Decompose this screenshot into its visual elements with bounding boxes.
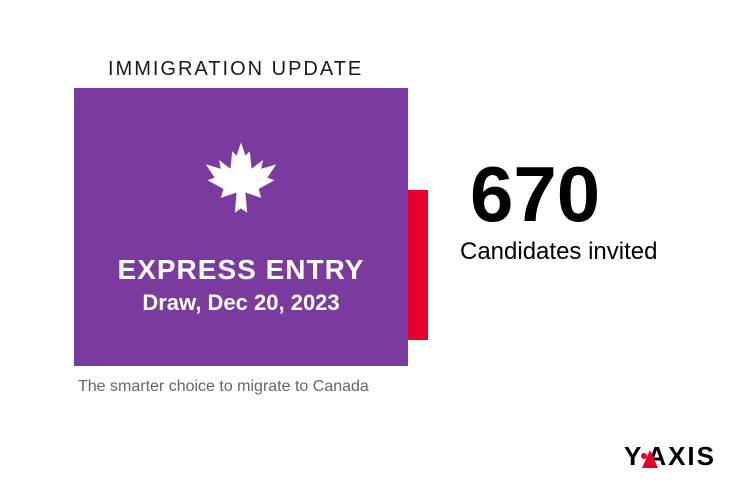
- header-title: IMMIGRATION UPDATE: [108, 58, 363, 81]
- maple-leaf-icon: [197, 138, 285, 226]
- brand-logo: Y AXIS: [624, 441, 716, 472]
- card-subtitle: Draw, Dec 20, 2023: [142, 290, 339, 316]
- express-entry-card: EXPRESS ENTRY Draw, Dec 20, 2023: [74, 88, 408, 366]
- card-title: EXPRESS ENTRY: [118, 254, 365, 286]
- tagline-text: The smarter choice to migrate to Canada: [78, 378, 369, 396]
- infographic-container: IMMIGRATION UPDATE EXPRESS ENTRY Draw, D…: [0, 0, 756, 500]
- logo-triangle-icon: [642, 450, 658, 468]
- stat-number: 670: [470, 155, 600, 233]
- stat-label: Candidates invited: [460, 238, 657, 266]
- accent-bar: [408, 190, 428, 340]
